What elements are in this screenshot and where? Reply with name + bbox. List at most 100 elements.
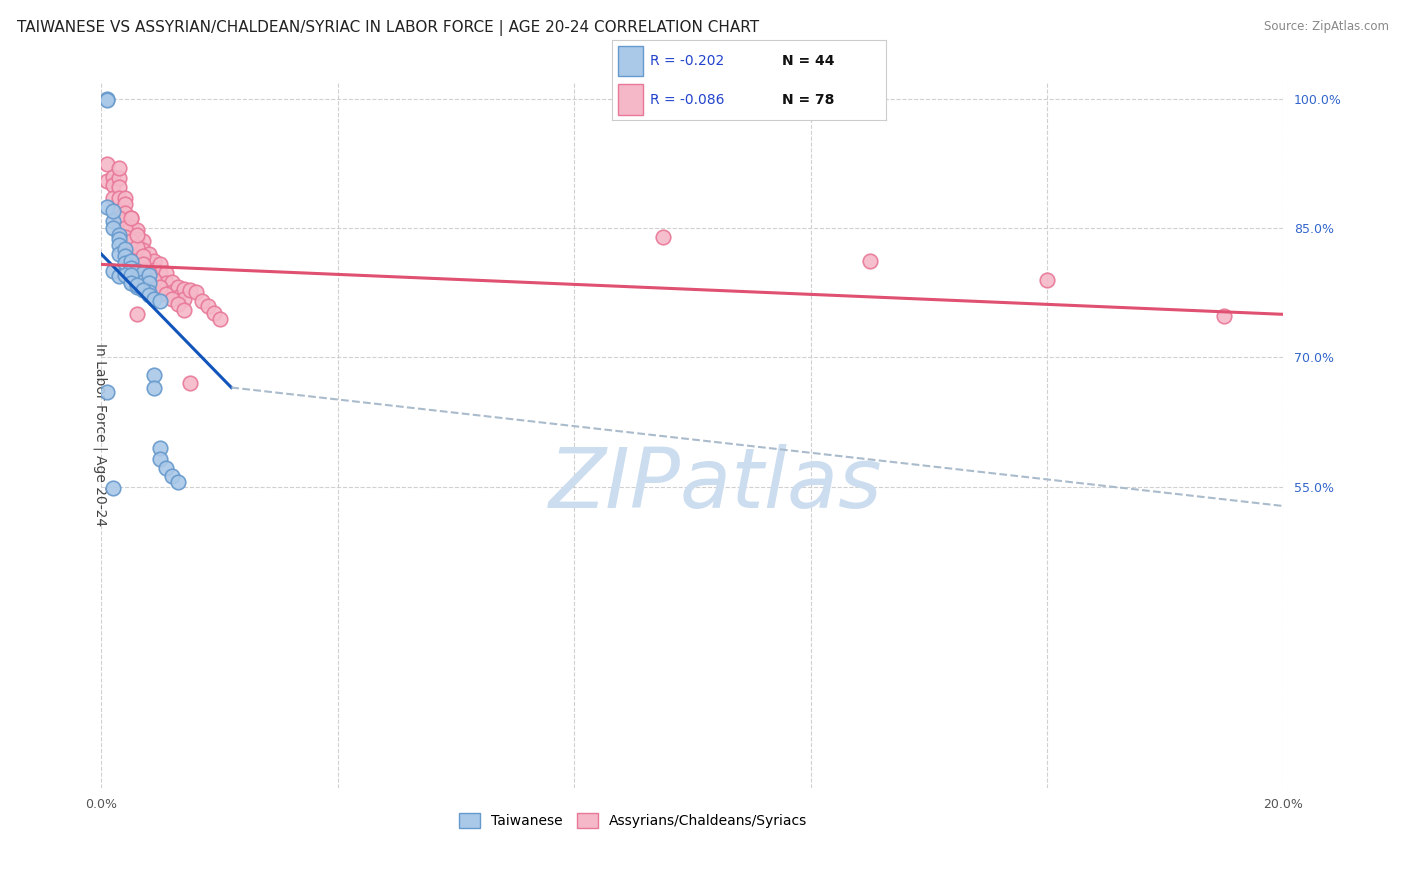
Text: R = -0.202: R = -0.202 bbox=[650, 54, 724, 68]
Point bbox=[114, 242, 136, 256]
Point bbox=[96, 174, 118, 188]
Point bbox=[138, 285, 160, 299]
Point bbox=[96, 92, 118, 106]
Point bbox=[120, 219, 142, 234]
Point bbox=[143, 380, 166, 394]
Point bbox=[120, 268, 142, 283]
Point bbox=[179, 376, 201, 391]
Point bbox=[143, 254, 166, 268]
Point bbox=[184, 285, 207, 299]
Point bbox=[131, 264, 153, 278]
Point bbox=[160, 285, 183, 299]
Point bbox=[114, 268, 136, 282]
Text: R = -0.086: R = -0.086 bbox=[650, 93, 724, 106]
Point bbox=[108, 217, 131, 231]
Point bbox=[143, 368, 166, 382]
Point bbox=[96, 200, 118, 214]
Point bbox=[96, 384, 118, 399]
Point bbox=[125, 280, 148, 294]
Point bbox=[131, 257, 153, 271]
Point bbox=[138, 255, 160, 269]
Point bbox=[149, 257, 172, 271]
Point bbox=[114, 230, 136, 244]
Point bbox=[125, 264, 148, 278]
Point bbox=[167, 475, 190, 490]
Point bbox=[96, 93, 118, 107]
Point bbox=[125, 223, 148, 237]
Point bbox=[125, 240, 148, 254]
Point bbox=[125, 271, 148, 285]
Point bbox=[101, 481, 124, 495]
Point bbox=[155, 460, 177, 475]
Point bbox=[108, 268, 131, 283]
Point bbox=[125, 228, 148, 243]
Point bbox=[191, 294, 214, 309]
Y-axis label: In Labor Force | Age 20-24: In Labor Force | Age 20-24 bbox=[93, 343, 107, 526]
Point bbox=[125, 249, 148, 263]
Point bbox=[101, 204, 124, 219]
Point bbox=[149, 441, 172, 455]
Point bbox=[101, 169, 124, 184]
Point bbox=[101, 221, 124, 235]
Point bbox=[138, 268, 160, 282]
Point bbox=[125, 278, 148, 293]
Point bbox=[114, 214, 136, 228]
Point bbox=[120, 211, 142, 225]
Point bbox=[160, 469, 183, 483]
Point bbox=[1036, 273, 1059, 287]
Point bbox=[1213, 309, 1236, 323]
Point bbox=[149, 266, 172, 280]
Point bbox=[120, 260, 142, 275]
Point bbox=[138, 264, 160, 278]
Legend: Taiwanese, Assyrians/Chaldeans/Syriacs: Taiwanese, Assyrians/Chaldeans/Syriacs bbox=[454, 808, 813, 834]
Point bbox=[114, 255, 136, 269]
Point bbox=[108, 247, 131, 261]
Point bbox=[155, 266, 177, 280]
Point bbox=[114, 249, 136, 263]
Point bbox=[179, 283, 201, 297]
Point bbox=[202, 305, 225, 319]
Bar bbox=[619, 85, 643, 115]
Point bbox=[131, 275, 153, 289]
Point bbox=[108, 228, 131, 243]
Point bbox=[108, 171, 131, 186]
Point bbox=[143, 262, 166, 277]
Point bbox=[114, 206, 136, 220]
Point bbox=[114, 226, 136, 240]
Point bbox=[197, 299, 219, 313]
Point bbox=[114, 197, 136, 211]
Point bbox=[138, 266, 160, 280]
Point bbox=[120, 211, 142, 225]
Point bbox=[120, 277, 142, 291]
Point bbox=[108, 231, 131, 245]
Point bbox=[101, 191, 124, 205]
Point bbox=[149, 286, 172, 301]
Point bbox=[173, 281, 195, 295]
Point bbox=[651, 230, 673, 244]
Point bbox=[101, 178, 124, 193]
Point bbox=[125, 240, 148, 254]
Point bbox=[120, 234, 142, 248]
Point bbox=[173, 292, 195, 306]
Point bbox=[143, 292, 166, 306]
Point bbox=[96, 157, 118, 171]
Point bbox=[108, 191, 131, 205]
Point bbox=[125, 231, 148, 245]
Point bbox=[143, 283, 166, 297]
Point bbox=[143, 273, 166, 287]
Point bbox=[149, 294, 172, 309]
Point bbox=[167, 297, 190, 311]
Point bbox=[120, 254, 142, 268]
Point bbox=[138, 288, 160, 302]
Point bbox=[120, 236, 142, 251]
Point bbox=[160, 275, 183, 289]
Point bbox=[108, 204, 131, 219]
Point bbox=[149, 280, 172, 294]
Point bbox=[859, 254, 882, 268]
Point bbox=[138, 275, 160, 289]
Point bbox=[131, 266, 153, 280]
Point bbox=[131, 252, 153, 266]
Point bbox=[138, 247, 160, 261]
Bar bbox=[619, 45, 643, 77]
Point bbox=[101, 264, 124, 278]
